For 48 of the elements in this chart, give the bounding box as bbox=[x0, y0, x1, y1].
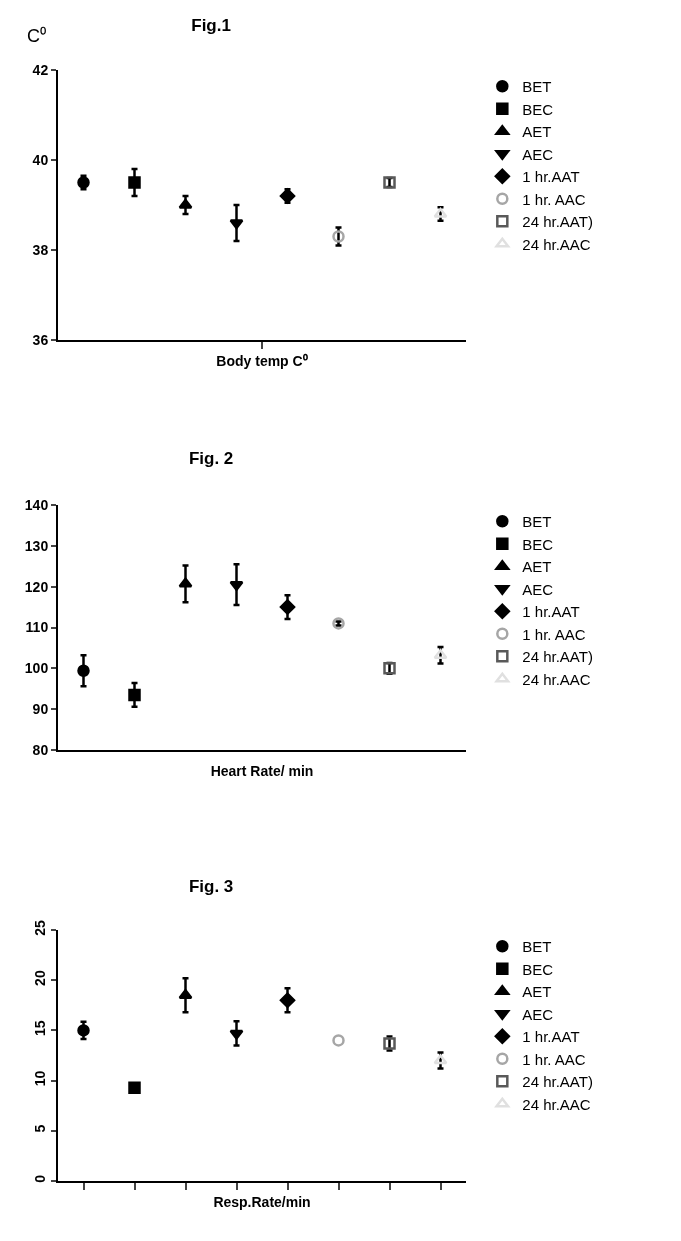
chart-title: Fig. 3 bbox=[188, 877, 234, 897]
y-tick-label: 90 bbox=[32, 701, 49, 718]
y-tick-label: 20 bbox=[32, 970, 49, 986]
legend-label: AEC bbox=[522, 145, 554, 163]
y-tick-label: 100 bbox=[24, 660, 49, 677]
y-tick-label: 40 bbox=[32, 151, 49, 168]
legend-label: AET bbox=[522, 983, 552, 1001]
y-tick-label: 38 bbox=[32, 241, 49, 258]
y-tick-label: 140 bbox=[24, 496, 49, 513]
y-tick-label: 130 bbox=[24, 537, 49, 554]
legend-label: 24 hr.AAT) bbox=[522, 648, 593, 666]
legend-label: BET bbox=[522, 938, 552, 956]
legend-label: 1 hr.AAT bbox=[522, 1028, 580, 1046]
legend-label: BEC bbox=[522, 960, 554, 978]
legend-label: 24 hr.AAC bbox=[522, 1095, 591, 1113]
y-tick-label: 110 bbox=[25, 619, 49, 636]
legend-label: 1 hr.AAT bbox=[522, 168, 580, 186]
legend-label: AET bbox=[522, 558, 552, 576]
y-axis-title: C⁰ bbox=[27, 26, 46, 46]
legend-label: BET bbox=[522, 513, 552, 531]
legend-label: 24 hr.AAC bbox=[522, 235, 591, 253]
chart-title: Fig.1 bbox=[191, 15, 231, 35]
legend-label: 1 hr. AAC bbox=[522, 1050, 586, 1068]
legend-label: BEC bbox=[522, 535, 554, 553]
y-tick-label: 5 bbox=[32, 1124, 49, 1133]
legend-label: 24 hr.AAT) bbox=[522, 1073, 593, 1091]
legend-label: 1 hr.AAT bbox=[522, 603, 580, 621]
x-axis-title: Heart Rate/ min bbox=[210, 762, 314, 779]
legend-label: AEC bbox=[522, 580, 554, 598]
legend-label: AET bbox=[522, 123, 552, 141]
legend-label: BEC bbox=[522, 100, 554, 118]
x-axis-title: Body temp C⁰ bbox=[216, 352, 308, 369]
y-tick-label: 15 bbox=[32, 1020, 49, 1037]
legend-label: 1 hr. AAC bbox=[522, 190, 586, 208]
legend-label: 24 hr.AAC bbox=[522, 670, 591, 688]
legend-label: AEC bbox=[522, 1005, 554, 1023]
y-tick-label: 25 bbox=[32, 919, 49, 936]
chart-title: Fig. 2 bbox=[188, 448, 234, 468]
x-axis-title: Resp.Rate/min bbox=[213, 1193, 311, 1210]
y-tick-label: 80 bbox=[32, 741, 49, 758]
y-tick-label: 0 bbox=[32, 1174, 49, 1183]
legend-label: BET bbox=[522, 78, 552, 96]
y-tick-label: 42 bbox=[32, 61, 49, 78]
y-tick-label: 120 bbox=[24, 578, 49, 595]
legend-label: 1 hr. AAC bbox=[522, 625, 586, 643]
legend-label: 24 hr.AAT) bbox=[522, 213, 593, 231]
y-tick-label: 36 bbox=[32, 331, 49, 348]
y-tick-label: 10 bbox=[32, 1070, 49, 1087]
